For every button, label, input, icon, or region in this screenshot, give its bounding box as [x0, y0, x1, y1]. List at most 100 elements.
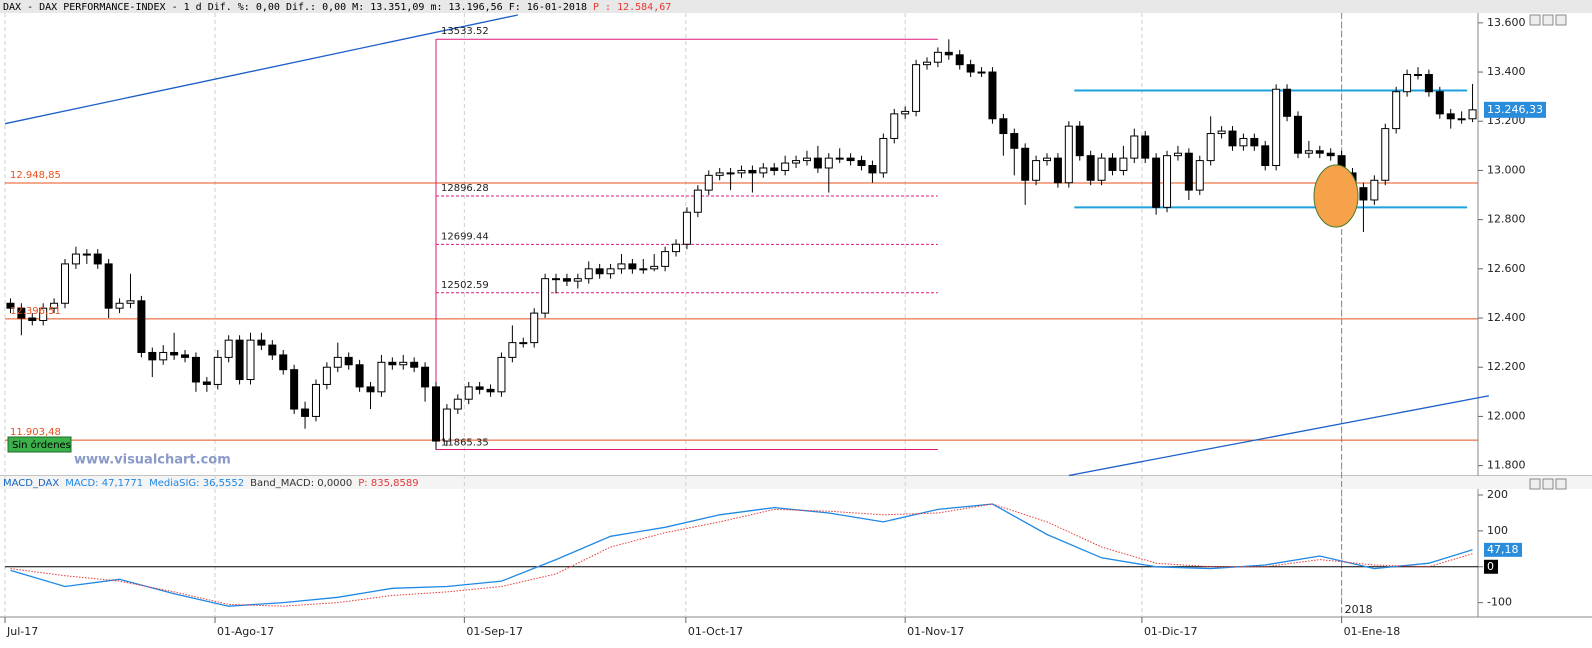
fib-label: 12699.44	[441, 231, 489, 242]
candle-body	[1075, 125, 1084, 157]
maximize-button[interactable]	[1542, 14, 1554, 26]
candle-body	[39, 307, 48, 321]
macd-header-item: MACD_DAX	[3, 478, 59, 489]
x-tick-label: 01-Ago-17	[217, 625, 274, 638]
candle-body	[93, 253, 102, 265]
candle-body	[148, 351, 157, 361]
candle-body	[868, 165, 877, 174]
candle-body	[922, 61, 931, 66]
y-tick-label: 11.800	[1487, 459, 1526, 472]
candle-body	[279, 354, 288, 371]
candle-body	[1184, 152, 1193, 191]
candle-body	[682, 211, 691, 245]
candle-body	[1359, 187, 1368, 201]
candle-body	[628, 263, 637, 270]
candle-body	[1119, 157, 1128, 171]
header-title: DAX - DAX PERFORMANCE-INDEX - 1 d	[3, 2, 202, 13]
candle-body	[999, 118, 1008, 135]
candle-body	[82, 253, 91, 256]
candle-body	[693, 189, 702, 213]
y-tick-label: 13.000	[1487, 163, 1526, 176]
macd-panel	[5, 503, 1478, 607]
candle-body	[1053, 157, 1062, 184]
zero-box	[1484, 559, 1498, 574]
candle-body	[715, 172, 724, 176]
macd-header-item: Band_MACD: 0,0000	[250, 478, 352, 489]
candle-body	[1446, 113, 1455, 120]
candle-body	[355, 364, 364, 388]
candle-body	[1108, 157, 1117, 171]
candle-body	[475, 386, 484, 390]
candle-body	[170, 351, 179, 356]
candle-body	[846, 157, 855, 162]
x-tick-label: 01-Dic-17	[1144, 625, 1198, 638]
candle-body	[333, 356, 342, 368]
candle-body	[595, 268, 604, 275]
candle-body	[61, 263, 70, 304]
candle-body	[50, 302, 59, 309]
candle-body	[1239, 137, 1248, 147]
orders-button-label[interactable]: Sin órdenes	[12, 439, 71, 451]
fib-label: 13533.52	[441, 26, 489, 37]
candle-body	[322, 366, 331, 385]
candle-body	[672, 243, 681, 253]
candle-body	[1381, 128, 1390, 181]
year-label: 2018	[1345, 603, 1373, 616]
trend-line	[4, 14, 518, 125]
candle-body	[802, 157, 811, 162]
candle-body	[191, 356, 200, 383]
candle-body	[1043, 157, 1052, 162]
candle-body	[813, 157, 822, 169]
candle-body	[421, 366, 430, 388]
candle-body	[1141, 135, 1150, 159]
candle-body	[486, 388, 495, 393]
fib-label: 12502.59	[441, 280, 489, 291]
candle-body	[1217, 130, 1226, 135]
candle-body	[1261, 145, 1270, 167]
candle-body	[1424, 73, 1433, 93]
minimize-button[interactable]	[1529, 478, 1541, 490]
header-bar	[0, 0, 1592, 13]
watermark: www.visualchart.com	[74, 453, 231, 468]
candle-body	[606, 268, 615, 275]
candle-body	[104, 263, 113, 309]
y-tick-label: -100	[1487, 596, 1512, 609]
candle-body	[1392, 91, 1401, 130]
fib-label: 12896.28	[441, 183, 489, 194]
close-button[interactable]	[1555, 478, 1567, 490]
candle-body	[246, 339, 255, 381]
macd-header-item: MediaSIG: 36,5552	[149, 478, 244, 489]
close-button[interactable]	[1555, 14, 1567, 26]
candle-body	[1272, 88, 1281, 167]
candle-body	[759, 167, 768, 174]
candle-body	[1413, 73, 1422, 76]
candle-body	[541, 278, 550, 314]
candle-body	[748, 169, 757, 174]
y-tick-label: 12.200	[1487, 360, 1526, 373]
candle-body	[410, 361, 419, 368]
header-price: P : 12.584,67	[593, 2, 671, 13]
candle-body	[770, 167, 779, 171]
minimize-button[interactable]	[1529, 14, 1541, 26]
last-price-label: 13.246,33	[1487, 103, 1543, 116]
candle-body	[1315, 150, 1324, 154]
candle-body	[737, 169, 746, 174]
candle-body	[453, 398, 462, 410]
fib-label: 11865.35	[441, 438, 489, 449]
maximize-button[interactable]	[1542, 478, 1554, 490]
candle-body	[1206, 133, 1215, 162]
candle-body	[1403, 73, 1412, 93]
candle-body	[17, 307, 26, 319]
candle-body	[1293, 115, 1302, 154]
last-price-box	[1484, 101, 1546, 118]
candle-body	[126, 300, 135, 304]
x-tick-label: 01-Ene-18	[1344, 625, 1401, 638]
candle-body	[202, 381, 211, 385]
orders-button[interactable]	[7, 436, 72, 453]
candle-body	[966, 64, 975, 73]
price-panel	[4, 13, 1490, 617]
y-tick-label: 100	[1487, 524, 1508, 537]
candle-body	[824, 157, 833, 169]
x-tick-label: 01-Sep-17	[466, 625, 523, 638]
